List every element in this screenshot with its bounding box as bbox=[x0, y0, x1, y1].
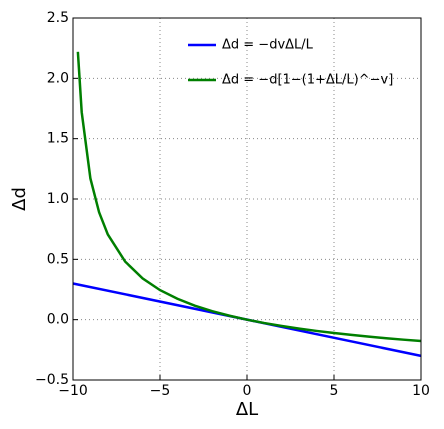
y-tick-label: −0.5 bbox=[35, 372, 69, 388]
y-tick-label: 1.5 bbox=[47, 131, 69, 147]
y-axis-label: Δd bbox=[9, 187, 30, 211]
x-tick-label: 0 bbox=[243, 383, 252, 399]
y-tick-label: 1.0 bbox=[47, 191, 69, 207]
x-tick-label: −5 bbox=[150, 383, 171, 399]
y-tick-label: 2.0 bbox=[47, 70, 69, 86]
plot-frame bbox=[72, 17, 422, 381]
legend-label: Δd = −d[1−(1+ΔL/L)^−v] bbox=[222, 73, 393, 88]
x-tick-label: −10 bbox=[58, 383, 88, 399]
legend-label: Δd = −dvΔL/L bbox=[222, 38, 314, 53]
x-tick-label: 10 bbox=[412, 383, 430, 399]
x-tick-label: 5 bbox=[330, 383, 339, 399]
y-tick-label: 0.0 bbox=[47, 312, 69, 328]
x-axis-label: ΔL bbox=[236, 399, 258, 420]
y-tick-label: 2.5 bbox=[47, 10, 69, 26]
y-tick-label: 0.5 bbox=[47, 251, 69, 267]
line-series bbox=[76, 51, 422, 343]
